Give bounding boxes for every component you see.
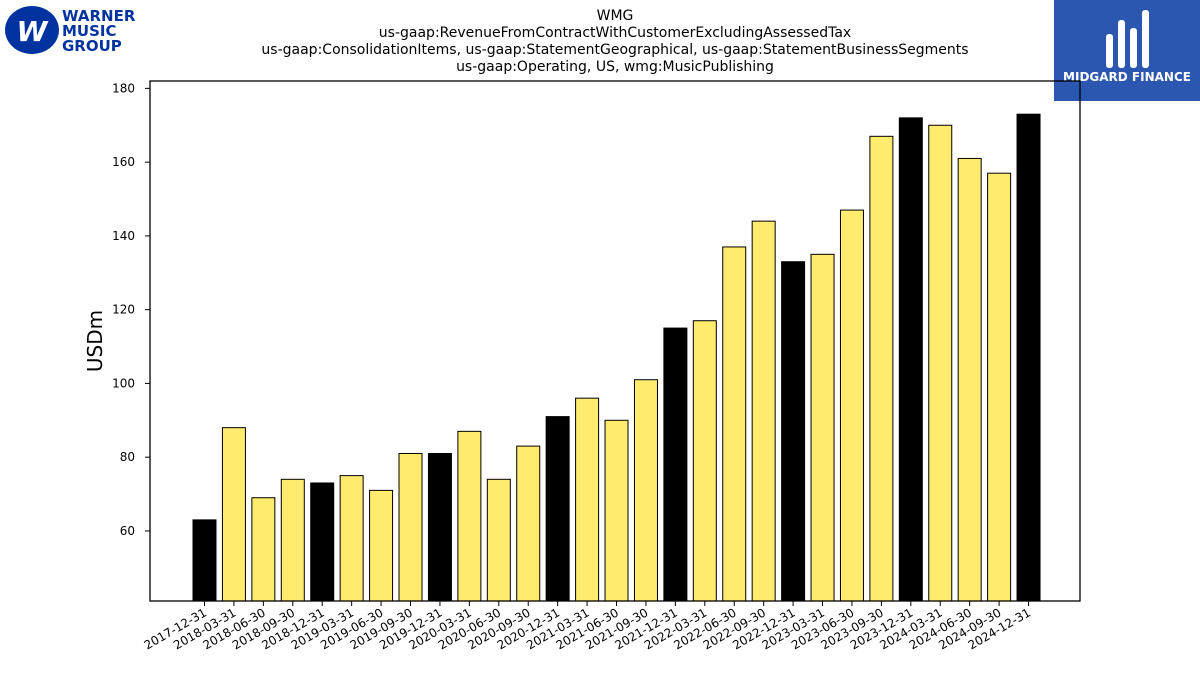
wmg-logo-line1: WARNER (62, 7, 136, 25)
bar-2018-12-31 (310, 482, 335, 602)
warner-music-group-logo: W WARNER MUSIC GROUP (5, 6, 136, 55)
bar-2022-12-31 (781, 261, 806, 602)
bar-2023-03-31 (810, 253, 835, 602)
bar-2018-06-30 (251, 497, 276, 602)
bar-2019-12-31 (427, 452, 452, 602)
bar-2023-12-31 (898, 117, 923, 602)
bar-2018-03-31 (221, 427, 246, 602)
y-tick-label: 120 (112, 303, 135, 317)
bar-2017-12-31 (192, 519, 217, 602)
bar-2020-06-30 (486, 478, 511, 602)
chart-title-line-3: us-gaap:ConsolidationItems, us-gaap:Stat… (261, 42, 968, 58)
y-tick-label: 140 (112, 229, 135, 243)
midgard-finance-logo: MIDGARD FINANCE (1054, 0, 1200, 101)
chart-title-line-4: us-gaap:Operating, US, wmg:MusicPublishi… (456, 59, 774, 75)
chart-title: WMG us-gaap:RevenueFromContractWithCusto… (261, 8, 968, 75)
bar-2021-12-31 (663, 327, 688, 602)
bar-2020-12-31 (545, 416, 570, 602)
bar-2021-06-30 (604, 419, 629, 602)
midgard-logo-text: MIDGARD FINANCE (1063, 70, 1191, 84)
bar-2019-06-30 (369, 489, 394, 602)
midgard-logo-background (1054, 0, 1200, 101)
bar-2022-06-30 (722, 246, 747, 602)
bar-2018-09-30 (280, 478, 305, 602)
bar-2024-09-30 (987, 172, 1012, 602)
bar-2023-09-30 (869, 135, 894, 602)
bar-2023-06-30 (839, 209, 864, 602)
x-axis-ticks: 2017-12-312018-03-312018-06-302018-09-30… (142, 601, 1033, 652)
bar-2021-09-30 (633, 379, 658, 602)
y-tick-label: 160 (112, 155, 135, 169)
bar-series (192, 113, 1041, 602)
bar-2019-09-30 (398, 452, 423, 602)
bar-2019-03-31 (339, 475, 364, 602)
y-tick-label: 60 (120, 524, 135, 538)
chart-title-line-2: us-gaap:RevenueFromContractWithCustomerE… (379, 25, 851, 41)
chart-title-line-1: WMG (597, 8, 634, 24)
y-axis-ticks: 60 80 100 120 140 160 180 (112, 81, 150, 538)
bar-2024-12-31 (1016, 113, 1041, 602)
bar-2021-03-31 (575, 397, 600, 602)
y-tick-label: 180 (112, 81, 135, 95)
plot-area-frame (149, 80, 1081, 602)
wmg-logo-mark (5, 6, 59, 54)
bar-2022-09-30 (751, 220, 776, 602)
y-tick-label: 80 (120, 450, 135, 464)
bar-2024-03-31 (928, 124, 953, 602)
y-tick-label: 100 (112, 376, 135, 390)
svg-text:W: W (17, 15, 49, 48)
bar-2022-03-31 (692, 320, 717, 602)
wmg-logo-line3: GROUP (62, 37, 122, 55)
y-axis-label: USDm (83, 310, 107, 372)
bar-2024-06-30 (957, 157, 982, 602)
wmg-logo-line2: MUSIC (62, 22, 117, 40)
bar-2020-03-31 (457, 430, 482, 602)
bar-2020-09-30 (516, 445, 541, 602)
midgard-logo-mark (1106, 10, 1149, 68)
